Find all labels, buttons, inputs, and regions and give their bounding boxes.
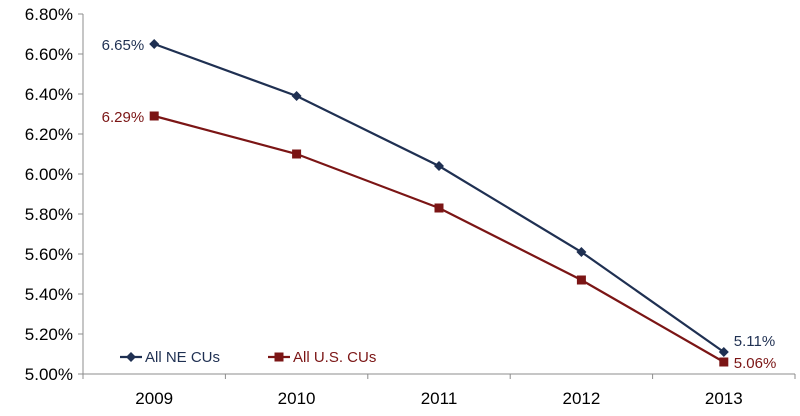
y-tick-label: 6.00% (25, 165, 73, 184)
series-markers (149, 39, 729, 367)
data-point-2 (434, 203, 444, 213)
data-point-2 (149, 111, 159, 121)
x-tick-label: 2009 (135, 389, 173, 408)
y-tick-label: 6.60% (25, 45, 73, 64)
x-tick-label: 2012 (562, 389, 600, 408)
y-tick-label: 6.40% (25, 85, 73, 104)
data-label: 5.06% (734, 355, 777, 372)
data-point-1 (149, 39, 160, 49)
data-point-2 (576, 275, 586, 285)
data-point-2 (719, 357, 729, 367)
data-label: 6.29% (102, 109, 145, 126)
data-point-2 (292, 149, 302, 159)
y-tick-label: 5.20% (25, 325, 73, 344)
data-point-1 (291, 91, 302, 101)
data-label: 6.65% (102, 37, 145, 54)
data-label: 5.11% (734, 333, 775, 350)
y-tick-label: 5.60% (25, 245, 73, 264)
legend: All NE CUs All U.S. CUs (120, 349, 376, 366)
legend-label: All U.S. CUs (293, 349, 376, 366)
legend-marker (126, 352, 136, 362)
series-line-1 (153, 42, 725, 353)
legend-marker (274, 352, 284, 362)
y-tick-labels: 5.00% 5.20% 5.40% 5.60% 5.80% 6.00% 6.20% 6.40%… (25, 5, 73, 384)
x-tick-label: 2011 (421, 389, 458, 408)
x-tick-label: 2013 (705, 389, 743, 408)
axes (78, 13, 796, 379)
data-point-1 (576, 247, 587, 257)
series-lines (153, 42, 725, 363)
y-tick-label: 5.80% (25, 205, 73, 224)
data-labels: 6.65% 6.29% 5.11% 5.06% (102, 37, 777, 372)
data-point-1 (434, 161, 444, 171)
y-tick-label: 6.20% (25, 125, 73, 144)
x-tick-labels: 2009 2010 2011 2012 2013 (135, 389, 742, 408)
series-line-2 (153, 114, 725, 363)
y-tick-label: 5.00% (25, 365, 73, 384)
y-tick-label: 6.80% (25, 5, 73, 24)
x-tick-label: 2010 (278, 389, 316, 408)
legend-label: All NE CUs (145, 349, 220, 366)
y-tick-label: 5.40% (25, 285, 73, 304)
data-point-1 (718, 347, 729, 357)
